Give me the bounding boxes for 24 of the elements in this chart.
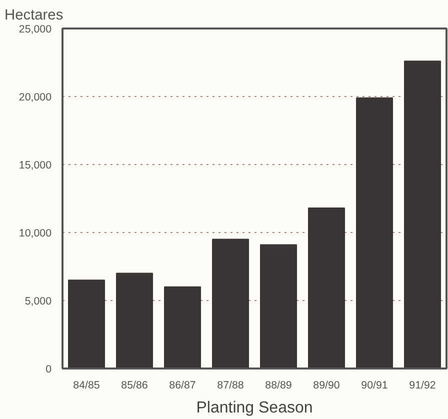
bar (164, 286, 201, 368)
x-tick-label: 89/90 (313, 380, 340, 392)
y-tick-label: 5,000 (24, 296, 52, 308)
y-tick-label: 0 (46, 364, 52, 376)
y-axis-title: Hectares (4, 8, 64, 24)
x-tick-label: 87/88 (217, 380, 244, 392)
x-tick-label: 84/85 (73, 380, 100, 392)
x-tick-label: 91/92 (409, 380, 436, 392)
x-tick-label: 90/91 (361, 380, 388, 392)
bar (116, 272, 153, 368)
y-tick-label: 25,000 (18, 24, 52, 36)
bar (212, 238, 249, 368)
bar (68, 280, 105, 368)
y-tick-label: 20,000 (18, 92, 52, 104)
bar (260, 244, 297, 368)
y-tick-label: 10,000 (18, 228, 52, 240)
bar (404, 60, 441, 368)
x-axis-title: Planting Season (196, 400, 313, 416)
x-tick-label: 85/86 (121, 380, 148, 392)
x-tick-label: 86/87 (169, 380, 196, 392)
bar (308, 208, 345, 368)
bar (356, 97, 393, 368)
y-tick-label: 15,000 (18, 160, 52, 172)
x-tick-label: 88/89 (265, 380, 292, 392)
